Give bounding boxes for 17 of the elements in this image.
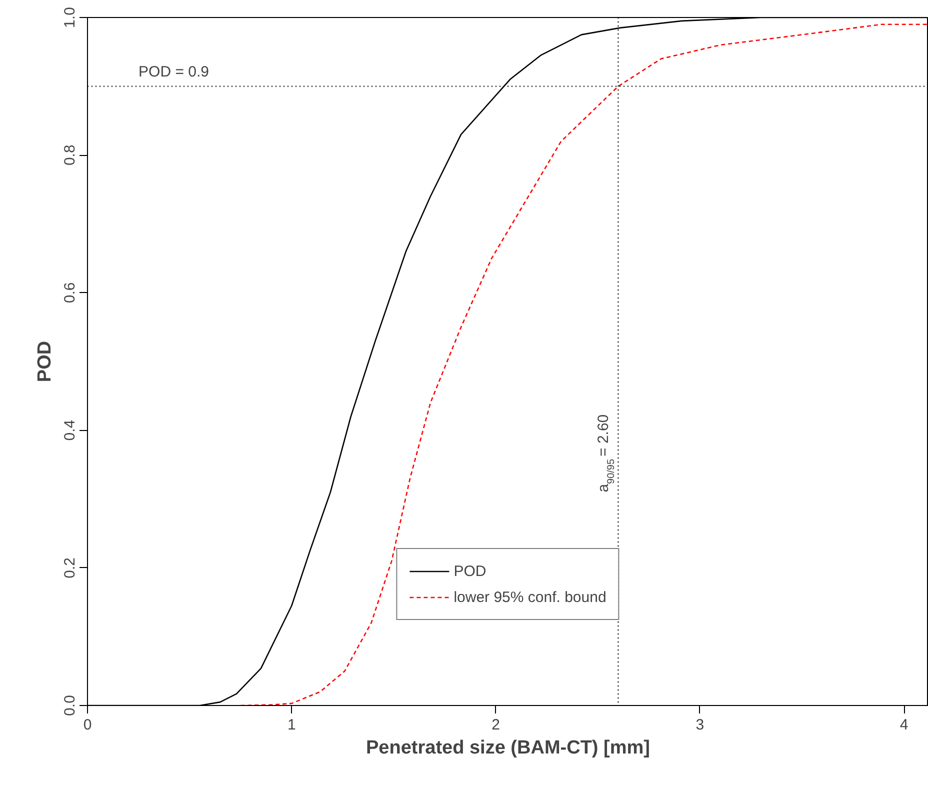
x-axis-title: Penetrated size (BAM-CT) [mm]	[366, 738, 650, 758]
legend-label: lower 95% conf. bound	[454, 588, 606, 606]
ref-line-label: POD = 0.9	[138, 63, 209, 80]
y-axis-title: POD	[34, 340, 56, 382]
x-tick-label: 0	[83, 716, 92, 734]
y-tick-label: 0.2	[62, 557, 78, 578]
y-tick-label: 1.0	[62, 7, 78, 28]
x-tick-label: 4	[900, 716, 908, 734]
x-tick-label: 1	[287, 716, 296, 734]
x-tick-label: 2	[492, 716, 500, 734]
y-tick-label: 0.0	[62, 695, 78, 716]
y-tick-label: 0.4	[62, 420, 78, 441]
legend-label: POD	[454, 562, 486, 580]
y-tick-label: 0.8	[62, 144, 78, 166]
ref-line-label: a90/95 = 2.60	[595, 414, 618, 492]
y-tick-label: 0.6	[62, 282, 78, 304]
x-tick-label: 3	[696, 716, 704, 734]
